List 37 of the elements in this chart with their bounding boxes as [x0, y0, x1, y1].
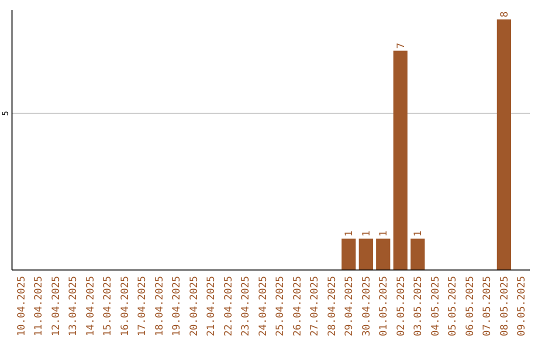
x-tick-label: 22.04.2025: [223, 276, 234, 336]
x-tick-label: 04.05.2025: [430, 276, 442, 336]
x-tick-label: 07.05.2025: [482, 276, 494, 336]
x-tick-label: 29.04.2025: [344, 276, 356, 336]
x-tick-label: 16.04.2025: [120, 276, 131, 336]
x-tick-label: 10.04.2025: [16, 276, 28, 336]
x-tick-label: 13.04.2025: [68, 276, 80, 336]
data-label: 7: [396, 42, 407, 49]
x-tick-label: 26.04.2025: [292, 276, 304, 336]
x-tick-label: 08.05.2025: [499, 276, 510, 336]
data-label: 1: [361, 230, 372, 237]
x-tick-label: 28.04.2025: [326, 276, 338, 336]
x-tick-label: 23.04.2025: [240, 276, 252, 336]
x-tick-label: 17.04.2025: [137, 276, 148, 336]
x-tick-label: 18.04.2025: [154, 276, 166, 336]
x-tick-label: 19.04.2025: [172, 276, 183, 336]
x-tick-label: 12.04.2025: [50, 276, 62, 336]
x-tick-label: 30.04.2025: [361, 276, 372, 336]
x-tick-label: 02.05.2025: [396, 276, 407, 336]
x-tick-label: 09.05.2025: [516, 276, 528, 336]
x-tick-label: 06.05.2025: [464, 276, 476, 336]
data-label: 1: [344, 230, 356, 237]
x-tick-label: 24.04.2025: [258, 276, 269, 336]
x-tick-label: 25.04.2025: [275, 276, 286, 336]
data-label: 1: [413, 230, 424, 237]
x-tick-label: 14.04.2025: [85, 276, 96, 336]
y-tick-label: 5: [1, 110, 10, 116]
data-label: 8: [499, 11, 510, 18]
x-tick-label: 21.04.2025: [206, 276, 218, 336]
x-tick-label: 03.05.2025: [413, 276, 424, 336]
x-tick-label: 05.05.2025: [448, 276, 459, 336]
x-tick-label: 11.04.2025: [34, 276, 45, 336]
x-tick-label: 15.04.2025: [102, 276, 114, 336]
data-label: 1: [378, 230, 390, 237]
x-tick-label: 01.05.2025: [378, 276, 390, 336]
x-tick-label: 27.04.2025: [310, 276, 321, 336]
x-tick-label: 20.04.2025: [188, 276, 200, 336]
